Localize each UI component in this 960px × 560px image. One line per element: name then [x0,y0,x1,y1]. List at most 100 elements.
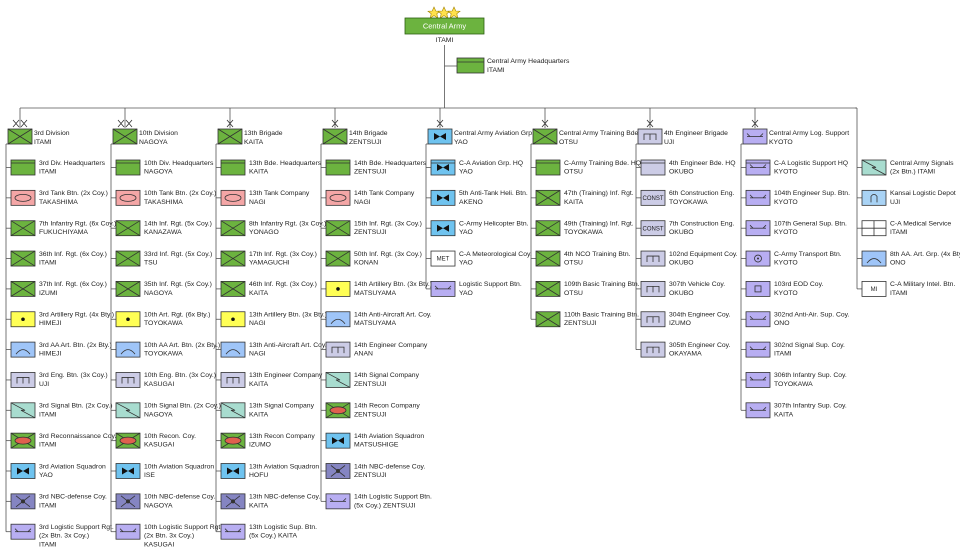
unit-label: YONAGO [249,229,279,236]
unit-symbol: MET [430,250,456,267]
unit-label: ZENTSUJI [354,168,387,175]
symbol-shape [861,159,887,176]
symbol-line [447,285,452,290]
unit-label: C-Army Training Bde. HQ [564,160,641,167]
unit-label: 14th Artillery Btn. (3x Bty.) [354,281,432,288]
unit-label: C-A Aviation Grp. HQ [459,160,523,167]
unit-label: ZENTSUJI [354,411,387,418]
unit-symbol [640,250,666,267]
unit-symbol [535,250,561,267]
unit-symbol [640,311,666,328]
unit-symbol [220,189,246,206]
echelon-mark [117,119,125,128]
unit-label: 37th Inf. Rgt. (6x Coy.) [39,281,107,288]
unit-label: 8th Infantry Rgt. (3x Coy.) [249,220,326,227]
unit-label: 102nd Equipment Coy. [669,251,738,258]
unit-label: 13th Logistic Sup. Btn. [249,524,317,531]
unit-label: NAGOYA [144,168,173,175]
unit-symbol [220,220,246,237]
unit-label: TAKASHIMA [144,199,183,206]
unit-label: 6th Construction Eng. [669,190,734,197]
unit-label: ITAMI [39,411,57,418]
symbol-line [762,407,767,411]
unit-symbol [220,372,246,388]
symbol-line [27,528,32,532]
symbol-line [217,128,243,145]
symbol-shape [119,193,137,202]
unit-symbol [115,432,141,449]
symbol-text: CONST [643,196,664,202]
symbol-line [325,250,351,267]
unit-label: (2x Btn. 3x Coy.) [39,533,89,540]
symbol-frame [325,159,351,176]
symbol-shape [231,317,235,322]
unit-label: C-A Meteorological Coy. [459,251,532,258]
unit-label: 3rd Eng. Btn. (3x Coy.) [39,372,108,379]
unit-label: NAGI [354,199,371,206]
unit-label: NAGI [249,351,266,358]
symbol-shape [231,499,235,504]
unit-label: YAO [459,290,473,297]
unit-label: KASUGAI [144,381,174,388]
division-location: NAGOYA [139,139,168,146]
unit-label: 13th Recon Company [249,433,315,440]
symbol-shape [336,287,340,291]
symbol-line [322,128,348,145]
unit-label: 305th Engineer Coy. [669,342,731,349]
unit-symbol [10,159,36,176]
symbol-line [762,194,767,199]
unit-symbol [220,311,246,328]
unit-label: C-A Medical Service [890,220,951,227]
unit-label: TSU [144,260,158,267]
unit-label: 3rd Artillery Rgt. (4x Bty.) [39,312,114,319]
unit-label: 13th Aviation Squadron [249,463,319,470]
unit-label: OKUBO [669,290,694,297]
unit-symbol [115,189,141,206]
unit-label: YAO [459,260,473,267]
unit-symbol [325,189,351,206]
unit-label: HIMEJI [39,351,61,358]
symbol-shape [329,193,347,202]
unit-label: 3rd Logistic Support Rgt. [39,524,114,531]
division-name: Central Army Log. Support [769,130,849,137]
symbol-line [535,311,561,328]
unit-label: 304th Engineer Coy. [669,312,731,319]
symbol-line [112,128,138,145]
unit-label: 13th Engineer Company [249,372,323,379]
symbol-shape [119,436,137,445]
unit-label: 10th Logistic Support Rgt. [144,524,222,531]
unit-symbol [220,341,246,358]
unit-symbol [430,189,456,206]
unit-symbol [10,523,36,540]
unit-label: 110th Basic Training Btn. [564,312,639,319]
symbol-line [10,250,36,267]
unit-symbol [217,128,243,145]
unit-label: 3rd Tank Btn. (2x Coy.) [39,190,108,197]
top-location: ITAMI [436,37,454,44]
unit-label: 302nd Anti-Air. Sup. Coy. [774,312,850,319]
unit-symbol [220,493,246,510]
division-name: Central Army Aviation Grp. [454,130,534,137]
unit-label: 5th Anti-Tank Heli. Btn. [459,190,528,197]
unit-label: OKUBO [669,229,694,236]
unit-symbol [325,220,351,237]
unit-symbol [745,280,771,297]
unit-symbol [430,220,456,237]
symbol-shape [122,467,134,475]
symbol-line [749,346,754,350]
symbol-shape [21,499,25,504]
symbol-shape [16,377,30,384]
unit-label: KYOTO [774,229,798,236]
unit-label: 14th Engineer Company [354,342,428,349]
unit-label: UJI [890,199,900,206]
symbol-shape [14,193,32,202]
symbol-shape [646,286,660,293]
division-location: ITAMI [34,139,52,146]
unit-label: C-A Military Intel. Btn. [890,281,955,288]
echelon-mark [12,119,20,128]
division-name: Central Army Training Bde. [559,130,640,137]
symbol-line [325,220,351,237]
symbol-shape [866,258,882,264]
symbol-shape [325,372,351,388]
symbol-shape [646,255,660,263]
